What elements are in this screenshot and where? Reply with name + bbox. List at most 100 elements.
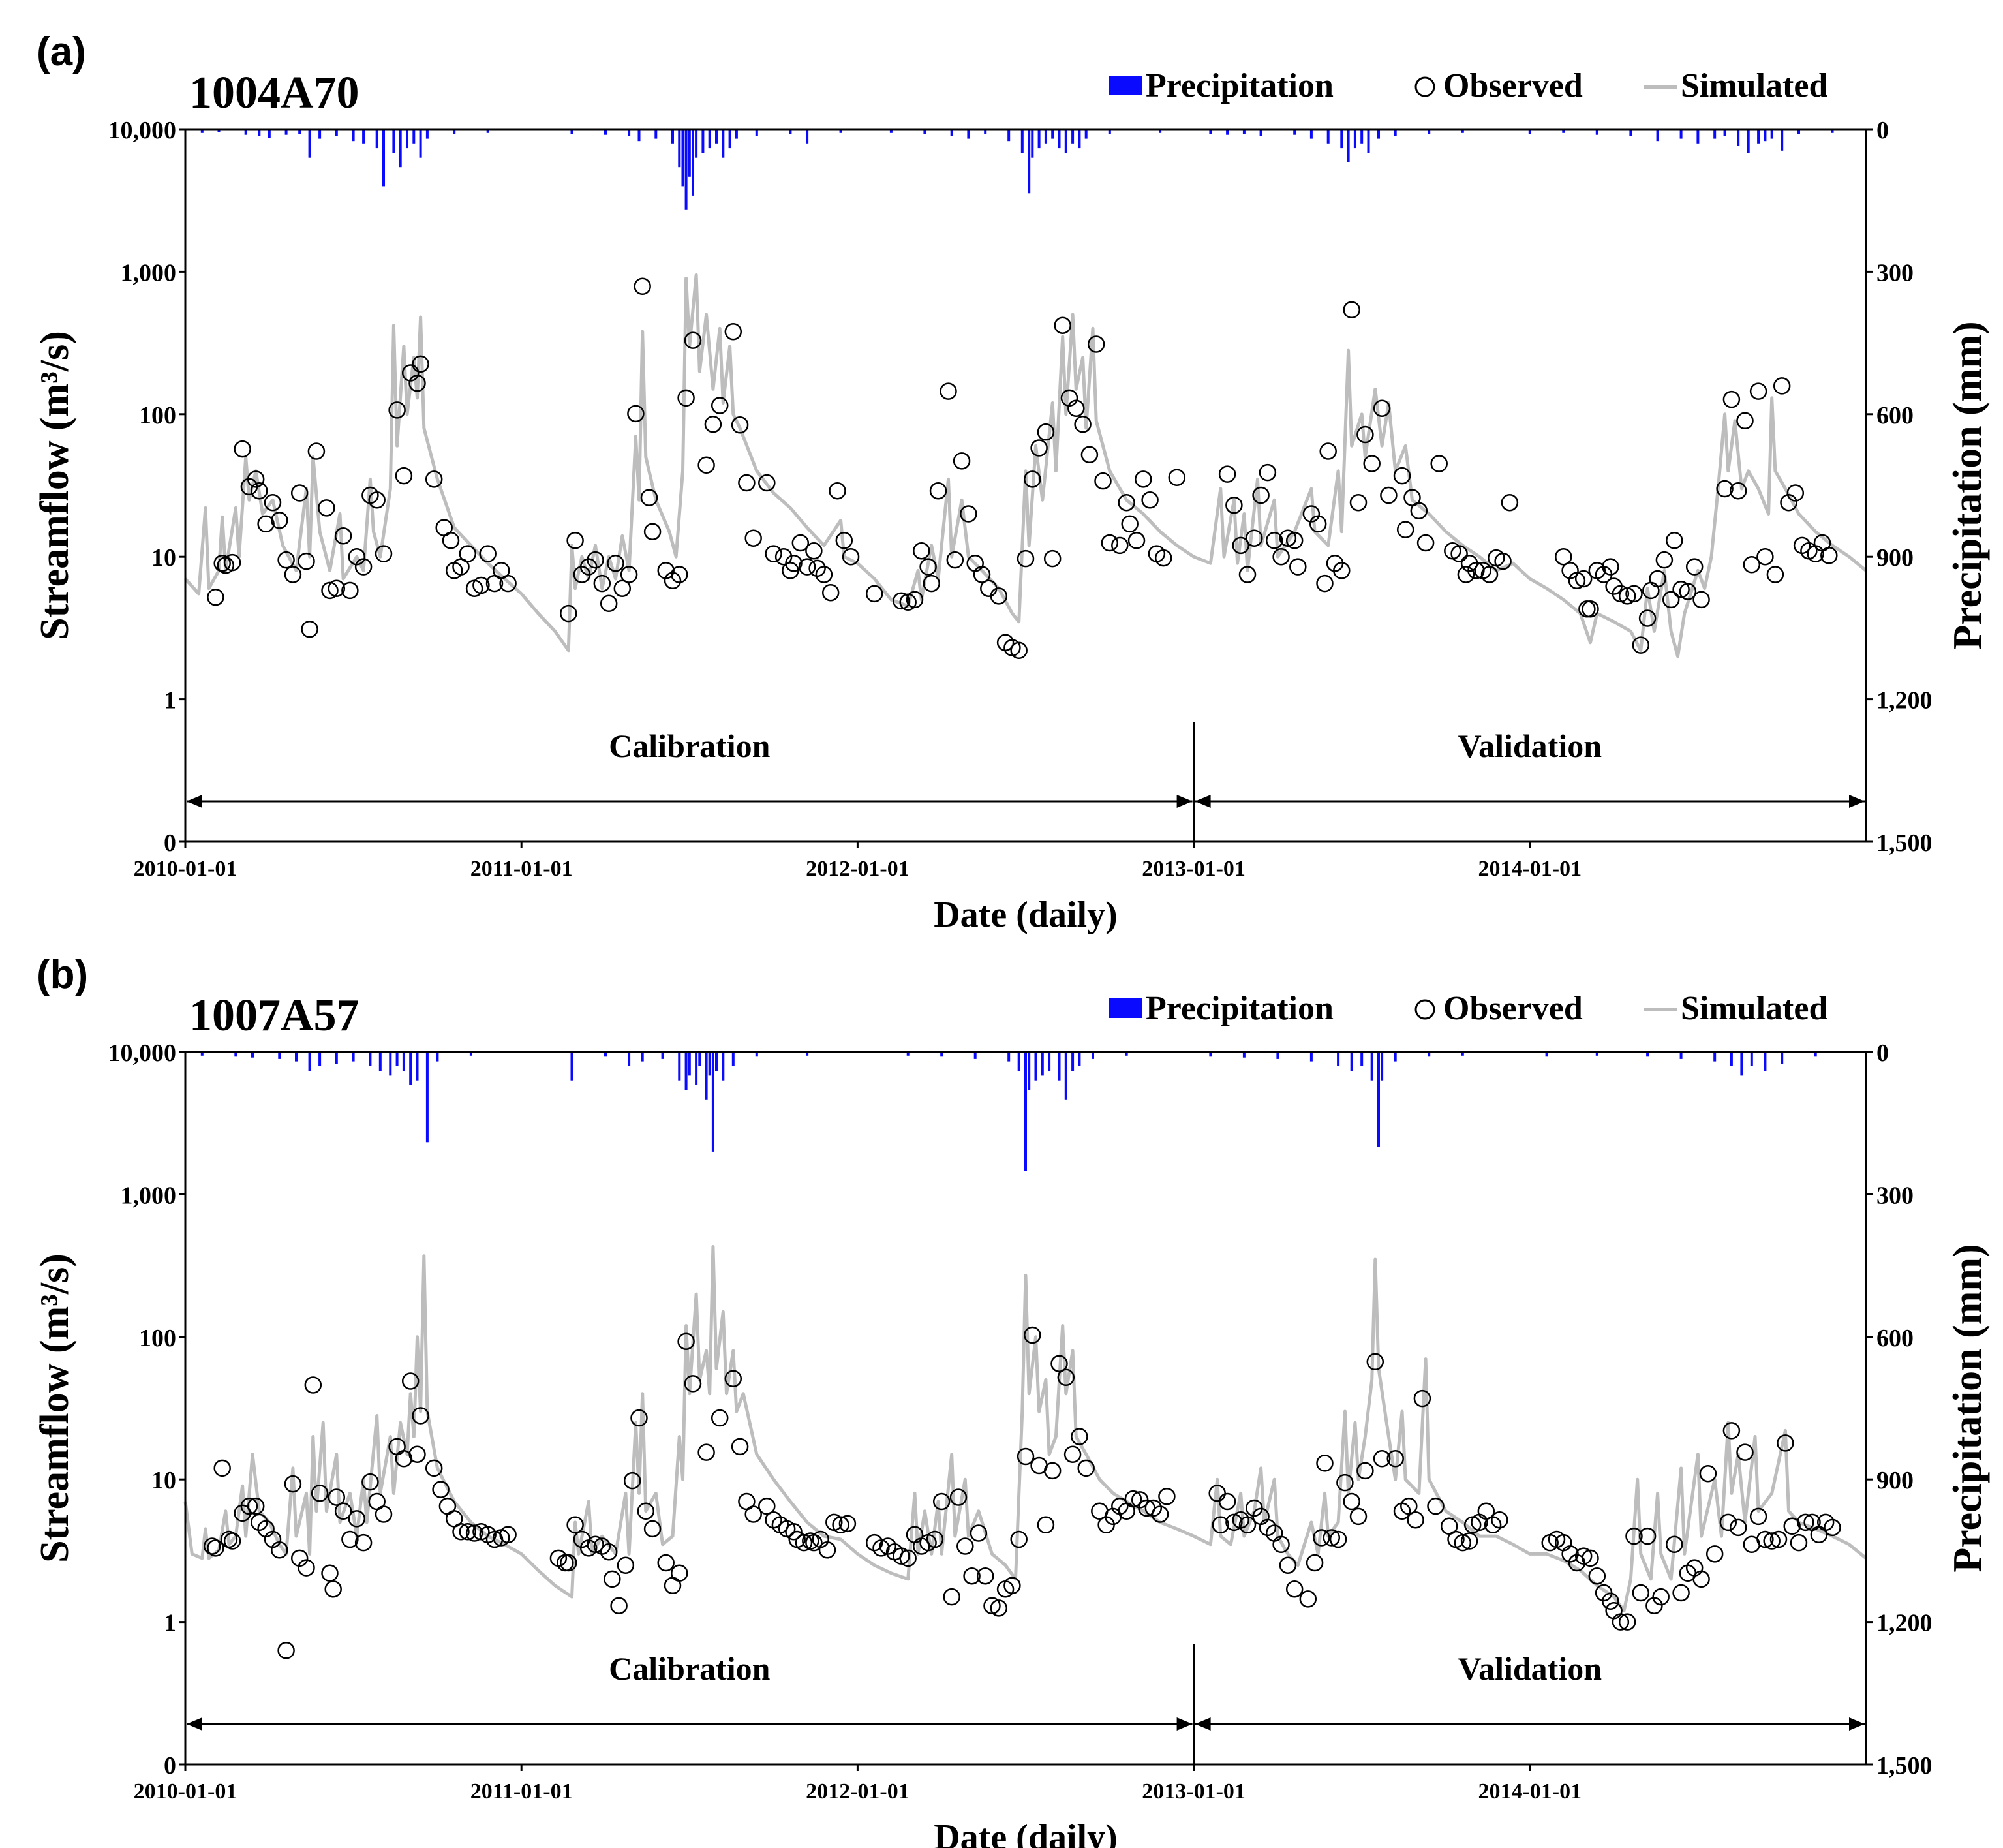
legend-precipitation-swatch [1109, 998, 1142, 1018]
precipitation-bar [1764, 1052, 1767, 1071]
precipitation-bar [637, 129, 641, 142]
observed-point [677, 1332, 695, 1350]
observed-point [1632, 1584, 1650, 1602]
precipitation-bar [392, 129, 395, 153]
observed-point [1071, 1428, 1088, 1445]
observed-point [1316, 1455, 1334, 1472]
observed-point [301, 621, 318, 638]
observed-point [368, 491, 386, 509]
precipitation-bar [1028, 1052, 1031, 1090]
observed-point [560, 604, 577, 623]
observed-point [913, 542, 930, 560]
observed-point [1010, 1530, 1028, 1548]
observed-point [1692, 591, 1710, 609]
observed-point [872, 1539, 890, 1557]
observed-point [919, 558, 937, 576]
observed-point [1618, 587, 1636, 605]
observed-point [1141, 491, 1159, 509]
observed-point [1343, 1492, 1360, 1511]
observed-point [1017, 1447, 1035, 1466]
precipitation-bar [1595, 1052, 1598, 1056]
observed-point [1279, 1556, 1297, 1574]
observed-point [1722, 1422, 1741, 1440]
observed-point [973, 566, 991, 583]
observed-point [1363, 455, 1381, 472]
observed-point [1309, 515, 1327, 533]
observed-point [1074, 415, 1092, 433]
observed-point [425, 1459, 443, 1477]
y-right-axis-title: Precipitation (mm) [1946, 321, 1990, 649]
observed-point [1121, 515, 1139, 533]
observed-points [207, 277, 1838, 660]
precipitation-bar [1461, 129, 1464, 133]
observed-point [1400, 1497, 1418, 1515]
observed-point [1652, 1588, 1670, 1606]
observed-point [1749, 382, 1767, 400]
precipitation-bar [1071, 129, 1075, 144]
observed-point [838, 1515, 857, 1533]
legend-precipitation-label: Precipitation [1146, 990, 1334, 1027]
precipitation-bar [1017, 1052, 1020, 1071]
observed-point [375, 545, 393, 562]
observed-point [1094, 472, 1112, 490]
observed-point [1373, 399, 1391, 418]
observed-point [251, 1513, 268, 1532]
observed-point [1454, 1533, 1472, 1552]
observed-point [785, 554, 803, 572]
x-tick-label: 2011-01-01 [470, 1779, 573, 1804]
observed-point [579, 558, 598, 576]
precipitation-bar [570, 129, 573, 134]
precipitation-bar [436, 1052, 439, 1062]
y-left-tick-label: 10 [151, 544, 176, 572]
y-left-tick-label: 0 [164, 829, 176, 857]
precipitation-bar [1092, 1052, 1094, 1059]
x-axis-title: Date (daily) [934, 1817, 1118, 1848]
precipitation-bar [950, 129, 953, 136]
precipitation-bar [217, 129, 221, 132]
observed-point [634, 277, 651, 296]
precipitation-bar [1209, 129, 1212, 134]
precipitation-bar [425, 129, 429, 139]
observed-point [566, 1516, 584, 1534]
observed-point [1666, 1535, 1683, 1554]
observed-point [865, 585, 883, 603]
precipitation-bar [378, 1052, 382, 1071]
observed-point [1333, 562, 1351, 579]
x-tick-label: 2010-01-01 [134, 857, 237, 881]
x-tick-label: 2013-01-01 [1142, 1779, 1246, 1804]
y-right-tick-label: 0 [1876, 1040, 1889, 1067]
y-left-tick-label: 1,000 [121, 1182, 177, 1209]
precipitation-bar [278, 1052, 281, 1059]
observed-point [1756, 547, 1774, 566]
precipitation-bar [486, 129, 489, 133]
legend-observed-marker [1414, 999, 1435, 1020]
precipitation-bar [1007, 1052, 1011, 1062]
precipitation-bar [906, 1052, 910, 1056]
y-left-tick-label: 0 [164, 1752, 176, 1779]
panel-a: (a) 1004A70 Precipitation Observed Simulated… [33, 29, 1990, 935]
observed-point [334, 527, 352, 545]
observed-point [1743, 556, 1761, 574]
observed-point [223, 1532, 241, 1550]
x-tick-label: 2012-01-01 [806, 857, 910, 881]
precipitation-bar [1159, 129, 1162, 133]
precipitation-bar [735, 129, 738, 139]
observed-point [499, 1526, 517, 1544]
observed-point [318, 499, 335, 517]
precipitation-bar [705, 1052, 708, 1100]
observed-point [711, 397, 729, 414]
precipitation-bar [681, 129, 684, 187]
observed-point [1225, 496, 1243, 514]
observed-point [1393, 467, 1411, 485]
observed-point [613, 579, 632, 597]
observed-point [607, 554, 624, 572]
precipitation-bar [308, 129, 311, 158]
observed-point [1323, 1529, 1341, 1547]
precipitation-bar [453, 129, 456, 134]
observed-point [1555, 547, 1572, 566]
precipitation-bar [1051, 129, 1054, 139]
precipitation-bar [695, 1052, 698, 1085]
observed-point [1430, 455, 1448, 472]
precipitation-bar [1646, 1052, 1649, 1057]
precipitation-bar [755, 1052, 758, 1057]
